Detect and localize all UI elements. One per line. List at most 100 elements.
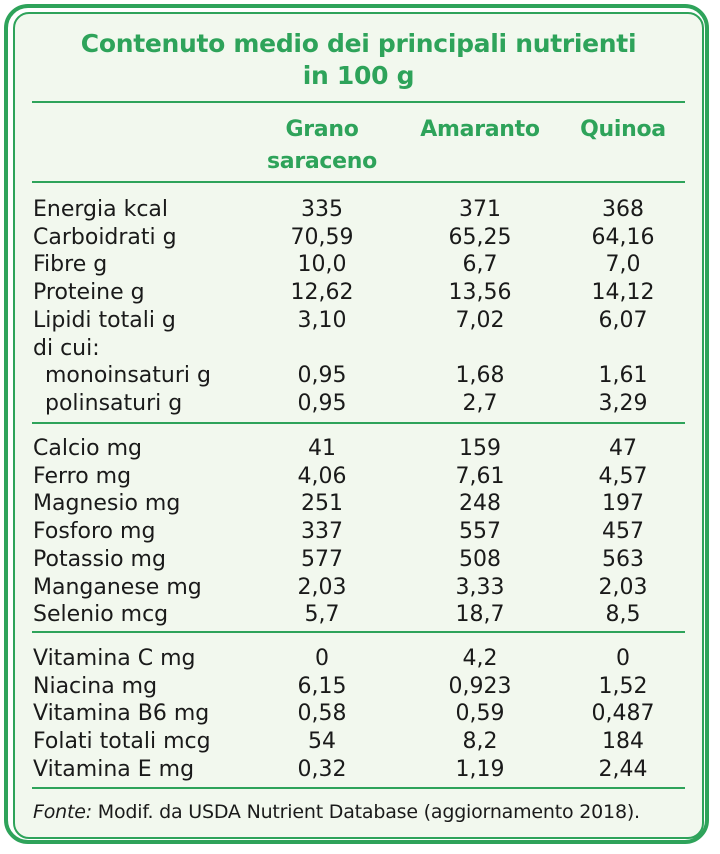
column-header-amaranto: Amaranto xyxy=(400,114,560,146)
nutrient-label: polinsaturi g xyxy=(45,390,183,416)
table-row: Vitamina E mg 0,32 1,19 2,44 xyxy=(0,756,720,784)
nutrient-label: Vitamina C mg xyxy=(33,646,196,671)
nutrient-label: Ferro mg xyxy=(33,463,132,489)
table-row: Carboidrati g 70,59 65,25 64,16 xyxy=(0,224,720,252)
value-grano-saraceno: 577 xyxy=(301,546,343,572)
value-quinoa: 197 xyxy=(602,491,644,517)
value-quinoa: 3,29 xyxy=(598,390,648,416)
value-grano-saraceno: 70,59 xyxy=(290,224,354,250)
nutrient-label: monoinsaturi g xyxy=(45,363,211,389)
value-amaranto: 0,59 xyxy=(455,701,505,727)
nutrient-label: Calcio mg xyxy=(33,436,143,461)
column-header-grano-saraceno: Grano saraceno xyxy=(242,114,402,178)
value-grano-saraceno: 2,03 xyxy=(297,574,347,600)
value-quinoa: 8,5 xyxy=(605,602,641,628)
table-row: Energia kcal 335 371 368 xyxy=(0,196,720,224)
value-grano-saraceno: 0,32 xyxy=(297,756,347,782)
value-amaranto: 7,61 xyxy=(455,463,505,489)
table-row: Vitamina C mg 0 4,2 0 xyxy=(0,645,720,673)
value-amaranto: 18,7 xyxy=(455,602,505,628)
value-quinoa: 64,16 xyxy=(591,224,655,250)
value-grano-saraceno: 0,95 xyxy=(297,363,347,389)
value-grano-saraceno: 6,15 xyxy=(297,673,347,699)
nutrient-label: Fibre g xyxy=(33,252,108,278)
value-grano-saraceno: 335 xyxy=(301,197,343,222)
value-amaranto: 557 xyxy=(459,519,501,545)
value-grano-saraceno: 12,62 xyxy=(290,280,354,306)
value-grano-saraceno: 54 xyxy=(308,729,336,755)
value-amaranto: 65,25 xyxy=(448,224,512,250)
title-line-2: in 100 g xyxy=(302,61,415,90)
value-quinoa: 563 xyxy=(602,546,644,572)
value-amaranto: 1,68 xyxy=(455,363,505,389)
value-quinoa: 4,57 xyxy=(598,463,648,489)
value-quinoa: 2,44 xyxy=(598,756,648,782)
value-amaranto: 8,2 xyxy=(462,729,498,755)
value-amaranto: 3,33 xyxy=(455,574,505,600)
group-divider-1 xyxy=(32,422,685,424)
table-row: Manganese mg 2,03 3,33 2,03 xyxy=(0,574,720,602)
value-amaranto: 371 xyxy=(459,197,501,222)
nutrient-label: Carboidrati g xyxy=(33,224,177,250)
value-amaranto: 508 xyxy=(459,546,501,572)
value-grano-saraceno: 251 xyxy=(301,491,343,517)
value-grano-saraceno: 3,10 xyxy=(297,307,347,333)
header-rule-top xyxy=(32,101,685,103)
value-amaranto: 7,02 xyxy=(455,307,505,333)
header-rule-bottom xyxy=(32,181,685,183)
table-row: Fibre g 10,0 6,7 7,0 xyxy=(0,251,720,279)
value-amaranto: 1,19 xyxy=(455,756,505,782)
value-quinoa: 1,61 xyxy=(598,363,648,389)
value-grano-saraceno: 337 xyxy=(301,519,343,545)
value-quinoa: 1,52 xyxy=(598,673,648,699)
column-header-line: Quinoa xyxy=(580,117,666,142)
value-quinoa: 184 xyxy=(602,729,644,755)
table-row: Ferro mg 4,06 7,61 4,57 xyxy=(0,463,720,491)
nutrient-label: Lipidi totali g xyxy=(33,307,176,333)
value-quinoa: 14,12 xyxy=(591,280,655,306)
value-grano-saraceno: 41 xyxy=(308,436,336,461)
outer-frame xyxy=(4,4,709,844)
source-note: Fonte: Modif. da USDA Nutrient Database … xyxy=(33,798,640,826)
value-amaranto: 4,2 xyxy=(462,646,498,671)
table-row: di cui: xyxy=(0,335,720,363)
value-grano-saraceno: 5,7 xyxy=(304,602,340,628)
table-row: Selenio mcg 5,7 18,7 8,5 xyxy=(0,601,720,629)
table-panel xyxy=(13,12,704,839)
value-quinoa: 7,0 xyxy=(605,252,641,278)
value-grano-saraceno: 0,95 xyxy=(297,390,347,416)
title-line-1: Contenuto medio dei principali nutrienti xyxy=(80,29,637,58)
value-amaranto: 2,7 xyxy=(462,390,498,416)
nutrient-label: Potassio mg xyxy=(33,546,166,572)
nutrient-label: Folati totali mcg xyxy=(33,729,211,755)
value-quinoa: 6,07 xyxy=(598,307,648,333)
nutrient-label: Vitamina B6 mg xyxy=(33,701,210,727)
table-row: Fosforo mg 337 557 457 xyxy=(0,518,720,546)
value-quinoa: 0 xyxy=(616,646,630,671)
nutrient-label: Energia kcal xyxy=(33,197,169,222)
table-row: Niacina mg 6,15 0,923 1,52 xyxy=(0,673,720,701)
nutrient-label: Niacina mg xyxy=(33,673,158,699)
table-row: Proteine g 12,62 13,56 14,12 xyxy=(0,279,720,307)
table-row: monoinsaturi g 0,95 1,68 1,61 xyxy=(0,362,720,390)
nutrient-label: Manganese mg xyxy=(33,574,202,600)
table-title: Contenuto medio dei principali nutrienti… xyxy=(13,28,704,92)
column-header-quinoa: Quinoa xyxy=(543,114,703,146)
table-row: Lipidi totali g 3,10 7,02 6,07 xyxy=(0,307,720,335)
value-quinoa: 368 xyxy=(602,197,644,222)
value-amaranto: 248 xyxy=(459,491,501,517)
value-amaranto: 0,923 xyxy=(448,673,512,699)
value-grano-saraceno: 0 xyxy=(315,646,329,671)
value-grano-saraceno: 10,0 xyxy=(297,252,347,278)
value-grano-saraceno: 4,06 xyxy=(297,463,347,489)
nutrient-label: Magnesio mg xyxy=(33,491,181,517)
source-prefix: Fonte: xyxy=(33,801,92,823)
table-row: polinsaturi g 0,95 2,7 3,29 xyxy=(0,390,720,418)
nutrient-label: Fosforo mg xyxy=(33,519,156,545)
column-header-line: Grano xyxy=(285,117,359,142)
column-header-line: Amaranto xyxy=(420,117,540,142)
nutrient-label: Proteine g xyxy=(33,280,145,306)
value-quinoa: 457 xyxy=(602,519,644,545)
value-grano-saraceno: 0,58 xyxy=(297,701,347,727)
value-quinoa: 0,487 xyxy=(591,701,655,727)
